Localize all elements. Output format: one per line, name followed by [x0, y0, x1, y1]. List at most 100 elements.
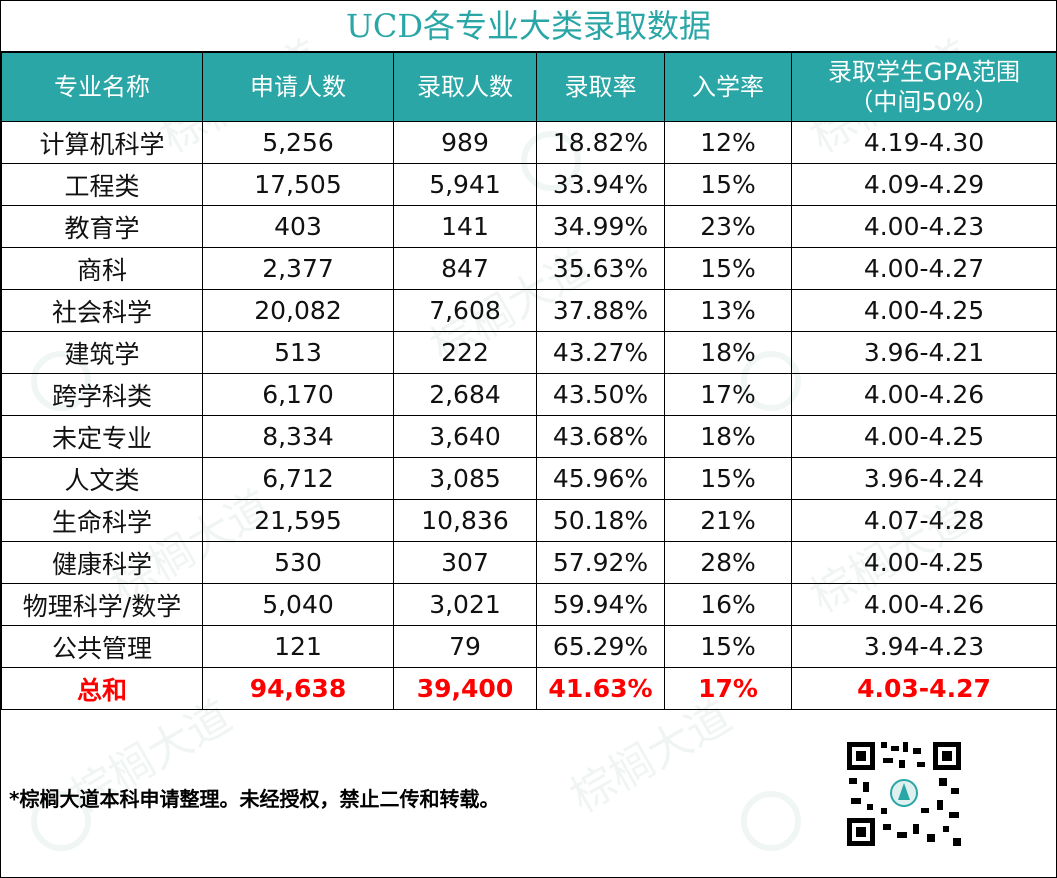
total-gpa-range: 4.03-4.27	[791, 667, 1057, 710]
cell-applicants: 513	[202, 331, 394, 374]
cell-gpa-range: 4.00-4.26	[791, 583, 1057, 626]
cell-admit-rate: 57.92%	[536, 541, 665, 584]
total-yield-rate: 17%	[664, 667, 792, 710]
cell-gpa-range: 3.96-4.24	[791, 457, 1057, 500]
table-row: 人文类 6,712 3,085 45.96% 15% 3.96-4.24	[1, 457, 1057, 500]
cell-applicants: 530	[202, 541, 394, 584]
cell-gpa-range: 4.00-4.23	[791, 205, 1057, 248]
admission-table: 专业名称 申请人数 录取人数 录取率 入学率 录取学生GPA范围 （中间50%） …	[1, 52, 1057, 710]
qr-code-icon	[843, 738, 965, 850]
table-row: 公共管理 121 79 65.29% 15% 3.94-4.23	[1, 625, 1057, 668]
cell-applicants: 20,082	[202, 289, 394, 332]
cell-gpa-range: 3.96-4.21	[791, 331, 1057, 374]
cell-gpa-range: 4.00-4.25	[791, 289, 1057, 332]
cell-admitted: 141	[393, 205, 537, 248]
cell-applicants: 403	[202, 205, 394, 248]
cell-yield-rate: 13%	[664, 289, 792, 332]
header-gpa-line1: 录取学生GPA范围	[828, 58, 1020, 86]
page-title: UCD各专业大类录取数据	[1, 1, 1056, 52]
cell-applicants: 5,040	[202, 583, 394, 626]
cell-major: 公共管理	[1, 625, 203, 668]
total-applicants: 94,638	[202, 667, 394, 710]
cell-major: 计算机科学	[1, 121, 203, 164]
cell-applicants: 6,712	[202, 457, 394, 500]
cell-admitted: 5,941	[393, 163, 537, 206]
cell-gpa-range: 4.00-4.25	[791, 415, 1057, 458]
cell-yield-rate: 15%	[664, 625, 792, 668]
table-row: 物理科学/数学 5,040 3,021 59.94% 16% 4.00-4.26	[1, 583, 1057, 626]
cell-gpa-range: 4.09-4.29	[791, 163, 1057, 206]
cell-admit-rate: 43.50%	[536, 373, 665, 416]
table-row: 社会科学 20,082 7,608 37.88% 13% 4.00-4.25	[1, 289, 1057, 332]
cell-yield-rate: 15%	[664, 163, 792, 206]
cell-admitted: 10,836	[393, 499, 537, 542]
cell-yield-rate: 12%	[664, 121, 792, 164]
cell-yield-rate: 21%	[664, 499, 792, 542]
cell-yield-rate: 17%	[664, 373, 792, 416]
cell-admitted: 3,021	[393, 583, 537, 626]
header-admitted: 录取人数	[393, 52, 537, 122]
cell-yield-rate: 23%	[664, 205, 792, 248]
cell-applicants: 121	[202, 625, 394, 668]
cell-major: 人文类	[1, 457, 203, 500]
cell-yield-rate: 28%	[664, 541, 792, 584]
cell-gpa-range: 4.07-4.28	[791, 499, 1057, 542]
cell-applicants: 5,256	[202, 121, 394, 164]
cell-yield-rate: 18%	[664, 415, 792, 458]
cell-admitted: 989	[393, 121, 537, 164]
cell-admitted: 307	[393, 541, 537, 584]
cell-applicants: 17,505	[202, 163, 394, 206]
total-row: 总和 94,638 39,400 41.63% 17% 4.03-4.27	[1, 667, 1057, 710]
cell-major: 建筑学	[1, 331, 203, 374]
cell-major: 生命科学	[1, 499, 203, 542]
cell-admit-rate: 45.96%	[536, 457, 665, 500]
cell-admit-rate: 50.18%	[536, 499, 665, 542]
cell-admitted: 2,684	[393, 373, 537, 416]
cell-gpa-range: 4.00-4.26	[791, 373, 1057, 416]
watermark-logo-icon	[741, 791, 801, 851]
cell-major: 商科	[1, 247, 203, 290]
table-header-row: 专业名称 申请人数 录取人数 录取率 入学率 录取学生GPA范围 （中间50%）	[1, 52, 1057, 122]
table-row: 生命科学 21,595 10,836 50.18% 21% 4.07-4.28	[1, 499, 1057, 542]
table-row: 跨学科类 6,170 2,684 43.50% 17% 4.00-4.26	[1, 373, 1057, 416]
total-admit-rate: 41.63%	[536, 667, 665, 710]
cell-admitted: 222	[393, 331, 537, 374]
cell-admit-rate: 43.68%	[536, 415, 665, 458]
cell-admitted: 7,608	[393, 289, 537, 332]
cell-gpa-range: 4.19-4.30	[791, 121, 1057, 164]
copyright-note: *棕榈大道本科申请整理。未经授权，禁止二传和转载。	[9, 787, 500, 811]
cell-admitted: 3,085	[393, 457, 537, 500]
watermark-logo-icon	[31, 791, 91, 851]
total-admitted: 39,400	[393, 667, 537, 710]
cell-yield-rate: 16%	[664, 583, 792, 626]
header-admit-rate: 录取率	[536, 52, 665, 122]
header-major: 专业名称	[1, 52, 203, 122]
table-row: 计算机科学 5,256 989 18.82% 12% 4.19-4.30	[1, 121, 1057, 164]
cell-major: 健康科学	[1, 541, 203, 584]
header-applicants: 申请人数	[202, 52, 394, 122]
cell-applicants: 8,334	[202, 415, 394, 458]
cell-admit-rate: 34.99%	[536, 205, 665, 248]
table-row: 未定专业 8,334 3,640 43.68% 18% 4.00-4.25	[1, 415, 1057, 458]
cell-major: 社会科学	[1, 289, 203, 332]
cell-admit-rate: 65.29%	[536, 625, 665, 668]
cell-gpa-range: 3.94-4.23	[791, 625, 1057, 668]
cell-admit-rate: 37.88%	[536, 289, 665, 332]
cell-yield-rate: 15%	[664, 247, 792, 290]
cell-applicants: 2,377	[202, 247, 394, 290]
table-row: 教育学 403 141 34.99% 23% 4.00-4.23	[1, 205, 1057, 248]
cell-gpa-range: 4.00-4.25	[791, 541, 1057, 584]
table-row: 工程类 17,505 5,941 33.94% 15% 4.09-4.29	[1, 163, 1057, 206]
cell-admit-rate: 33.94%	[536, 163, 665, 206]
cell-admit-rate: 59.94%	[536, 583, 665, 626]
cell-major: 工程类	[1, 163, 203, 206]
cell-yield-rate: 15%	[664, 457, 792, 500]
header-yield-rate: 入学率	[664, 52, 792, 122]
cell-applicants: 6,170	[202, 373, 394, 416]
cell-admit-rate: 18.82%	[536, 121, 665, 164]
cell-major: 教育学	[1, 205, 203, 248]
table-row: 健康科学 530 307 57.92% 28% 4.00-4.25	[1, 541, 1057, 584]
cell-yield-rate: 18%	[664, 331, 792, 374]
cell-admit-rate: 35.63%	[536, 247, 665, 290]
